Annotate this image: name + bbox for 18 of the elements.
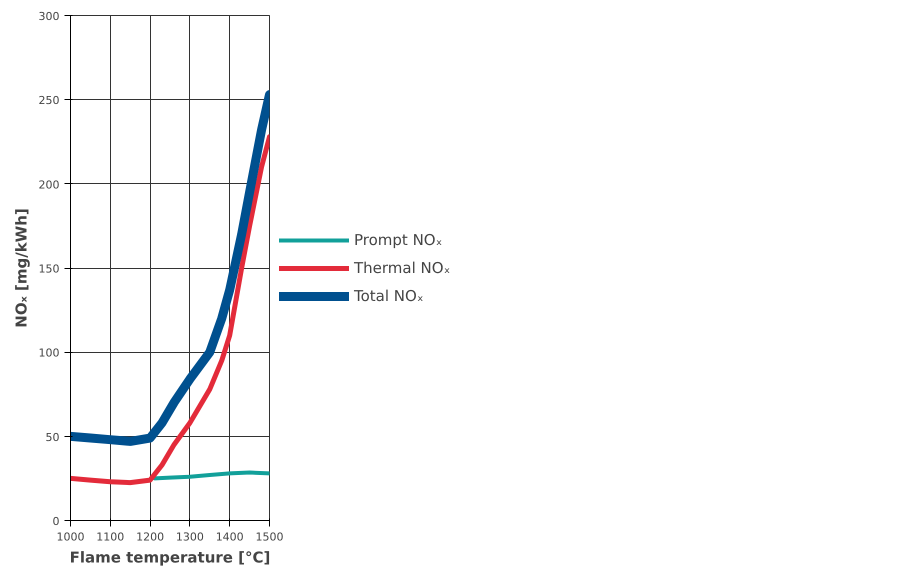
y-tick-label: 0 — [52, 515, 60, 528]
y-tick-label: 150 — [38, 262, 60, 276]
x-tick-label: 1000 — [56, 530, 85, 544]
legend-label: Prompt NOₓ — [354, 230, 442, 248]
x-tick-label: 1400 — [216, 530, 244, 544]
x-tick-label: 1100 — [96, 530, 124, 544]
y-axis-title: NOₓ [mg/kWh] — [12, 208, 31, 328]
legend-label: Thermal NOₓ — [354, 258, 450, 276]
y-tick-label: 300 — [38, 10, 60, 23]
legend-label: Total NOₓ — [354, 286, 424, 304]
y-tick-label: 50 — [46, 430, 60, 444]
x-axis-title: Flame temperature [°C] — [70, 548, 270, 566]
x-tick-label: 1500 — [256, 530, 284, 544]
y-tick-label: 100 — [38, 346, 60, 360]
x-tick-label: 1200 — [136, 530, 164, 544]
y-tick-label: 250 — [38, 94, 60, 108]
y-tick-label: 200 — [38, 178, 60, 192]
x-tick-label: 1300 — [176, 530, 204, 544]
